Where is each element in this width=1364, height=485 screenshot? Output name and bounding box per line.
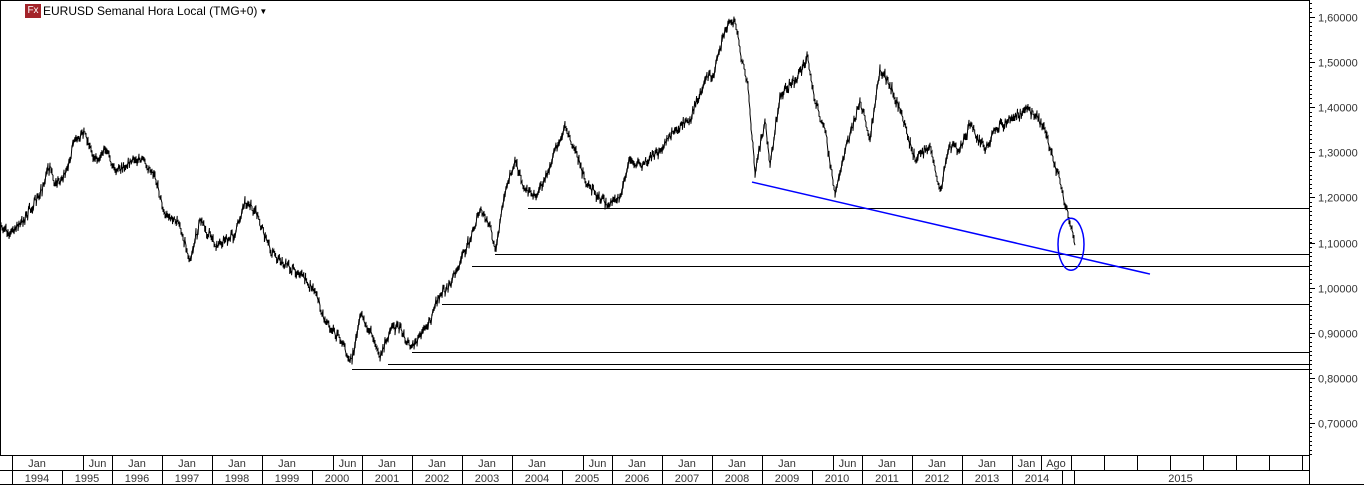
x-year-label: 2001 [375,473,399,485]
x-top-label: Jun [839,458,857,470]
x-year-label: 1996 [125,473,149,485]
x-top-label: Jan [978,458,996,470]
x-year-label: 2010 [825,473,849,485]
x-top-label: Jun [589,458,607,470]
trendline [751,181,1151,275]
x-top-label: Jan [678,458,696,470]
highlight-ellipse [1057,217,1085,272]
caret-down-icon[interactable]: ▼ [259,6,268,16]
x-top-label: Jan [628,458,646,470]
x-top-label: Jan [378,458,396,470]
x-top-label: Jan [478,458,496,470]
x-year-label: 2004 [525,473,549,485]
x-year-label: 1999 [275,473,299,485]
plot-frame [0,0,1310,456]
x-year-label: 2007 [675,473,699,485]
x-year-label: 2006 [625,473,649,485]
fx-logo-icon: Fx [25,4,41,18]
x-top-label: Jan [878,458,896,470]
y-tick-label: 1,20000 [1318,193,1358,205]
x-top-label: Jun [89,458,107,470]
y-tick-label: 0,90000 [1318,329,1358,341]
chart-header[interactable]: Fx EURUSD Semanal Hora Local (TMG+0) ▼ [25,4,267,18]
x-top-label: Jan [428,458,446,470]
x-year-label: 2015 [1168,473,1192,485]
x-top-label: Jan [28,458,46,470]
x-year-label: 2002 [425,473,449,485]
chart-title: EURUSD Semanal Hora Local (TMG+0) [43,4,258,18]
x-year-label: 2013 [975,473,999,485]
y-tick-label: 0,70000 [1318,419,1358,431]
x-year-label: 2000 [325,473,349,485]
price-series-line [0,16,1076,365]
y-tick-label: 1,00000 [1318,284,1358,296]
y-tick-label: 1,30000 [1318,148,1358,160]
x-top-label: Jan [128,458,146,470]
y-tick-label: 1,40000 [1318,103,1358,115]
x-top-label: Jan [928,458,946,470]
x-top-label: Jan [778,458,796,470]
x-year-label: 1995 [75,473,99,485]
x-year-label: 1998 [225,473,249,485]
x-top-label: Jan [178,458,196,470]
x-year-label: 1997 [175,473,199,485]
x-year-label: 2014 [1025,473,1049,485]
x-year-label: 2009 [775,473,799,485]
x-year-label: 2005 [575,473,599,485]
x-year-label: 2011 [875,473,899,485]
x-year-label: 2012 [925,473,949,485]
y-tick-label: 1,50000 [1318,58,1358,70]
x-top-label: Jan [228,458,246,470]
x-top-label: Jan [278,458,296,470]
x-top-label: Jun [339,458,357,470]
x-top-label: Ago [1046,458,1066,470]
x-year-label: 1994 [25,473,49,485]
x-top-label: Jan [1018,458,1036,470]
y-tick-label: 1,10000 [1318,239,1358,251]
y-tick-label: 0,80000 [1318,374,1358,386]
y-tick-label: 1,60000 [1318,13,1358,25]
x-year-label: 2003 [475,473,499,485]
x-year-label: 2008 [725,473,749,485]
x-top-label: Jan [728,458,746,470]
x-top-label: Jan [528,458,546,470]
